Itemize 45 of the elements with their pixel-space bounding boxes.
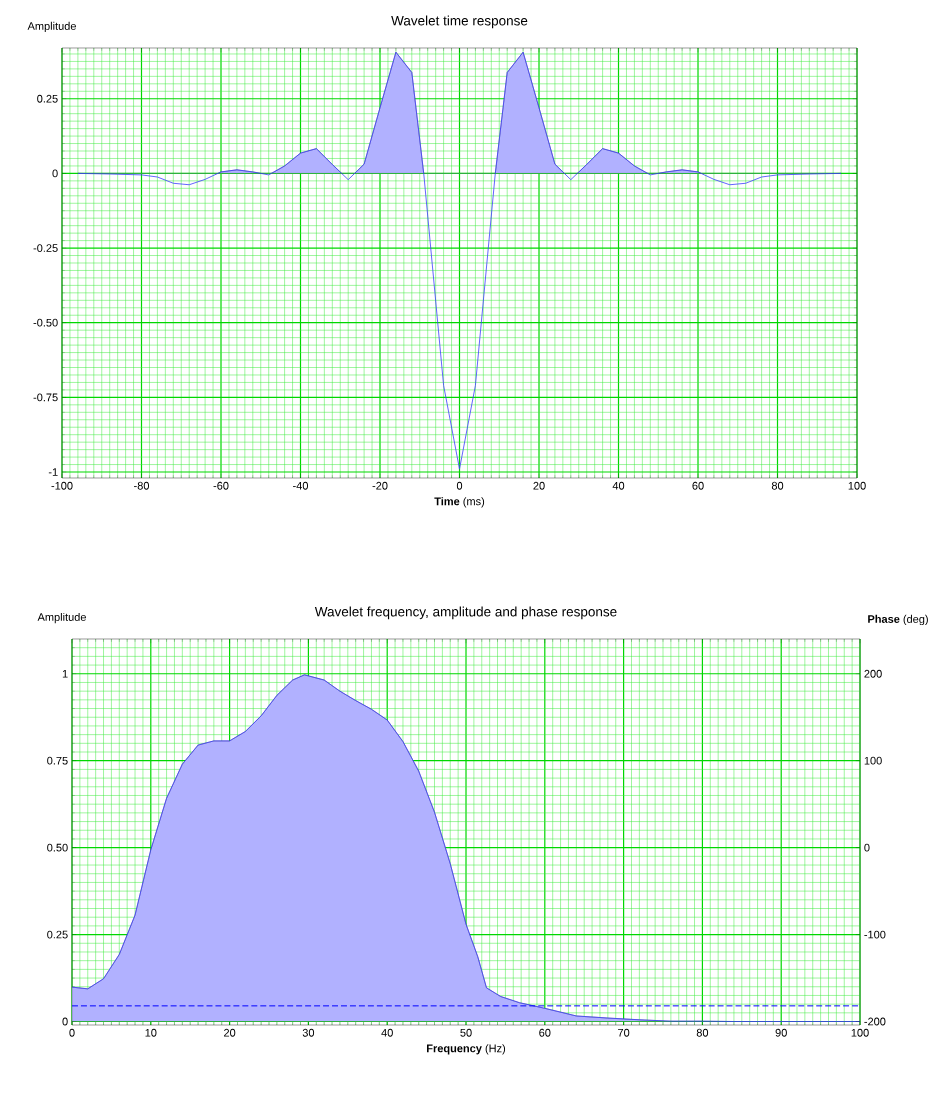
x-tick-label: 20 xyxy=(224,1028,236,1037)
x-tick-label: 40 xyxy=(612,481,625,490)
x-tick-label: -60 xyxy=(213,481,229,490)
x-tick-label: -80 xyxy=(134,481,150,490)
y-tick-label: -0.75 xyxy=(33,393,58,402)
y-tick-label: 0.25 xyxy=(37,94,58,103)
x-tick-label: 10 xyxy=(145,1028,157,1037)
x-tick-label: -40 xyxy=(293,481,309,490)
x-tick-label: 30 xyxy=(302,1028,315,1037)
chart-title: Wavelet frequency, amplitude and phase response xyxy=(314,606,617,620)
y-tick-label: 0.75 xyxy=(47,756,68,765)
y-axis-title: Amplitude xyxy=(37,612,86,624)
x-tick-label: 80 xyxy=(771,481,784,490)
y2-tick-label: -200 xyxy=(864,1017,886,1026)
x-tick-label: -20 xyxy=(372,481,388,490)
y-tick-label: -0.25 xyxy=(33,244,58,252)
y-tick-label: -0.50 xyxy=(33,318,58,327)
y-tick-label: 0 xyxy=(62,1017,68,1026)
y-tick-label: 0.50 xyxy=(47,843,68,852)
x-tick-label: 80 xyxy=(696,1028,709,1037)
y2-axis-title: Phase (deg) xyxy=(868,614,928,626)
y2-tick-label: 0 xyxy=(864,843,870,852)
y-tick-label: 0 xyxy=(52,169,58,178)
x-tick-label: 100 xyxy=(848,481,866,490)
x-tick-label: 0 xyxy=(456,481,463,490)
x-tick-label: 50 xyxy=(460,1028,472,1037)
x-tick-label: 40 xyxy=(381,1028,393,1037)
y-tick-label: -1 xyxy=(48,468,58,476)
x-tick-label: 60 xyxy=(692,481,704,490)
y2-tick-label: -100 xyxy=(864,930,886,939)
y2-tick-label: 200 xyxy=(864,669,882,678)
x-tick-label: 0 xyxy=(69,1028,75,1037)
y-tick-label: 0.25 xyxy=(47,930,68,939)
x-axis-title: Frequency (Hz) xyxy=(427,1044,506,1055)
x-tick-label: 100 xyxy=(851,1028,869,1037)
x-tick-label: 70 xyxy=(618,1028,630,1037)
x-tick-label: -100 xyxy=(51,481,73,490)
x-tick-label: 90 xyxy=(775,1028,787,1037)
x-axis-title: Time (ms) xyxy=(434,497,485,508)
y-tick-label: 1 xyxy=(62,669,68,678)
x-tick-label: 60 xyxy=(539,1028,551,1037)
y2-tick-label: 100 xyxy=(864,756,882,765)
x-tick-label: 20 xyxy=(533,481,545,490)
y-axis-title: Amplitude xyxy=(27,21,76,33)
chart-title: Wavelet time response xyxy=(391,15,528,29)
